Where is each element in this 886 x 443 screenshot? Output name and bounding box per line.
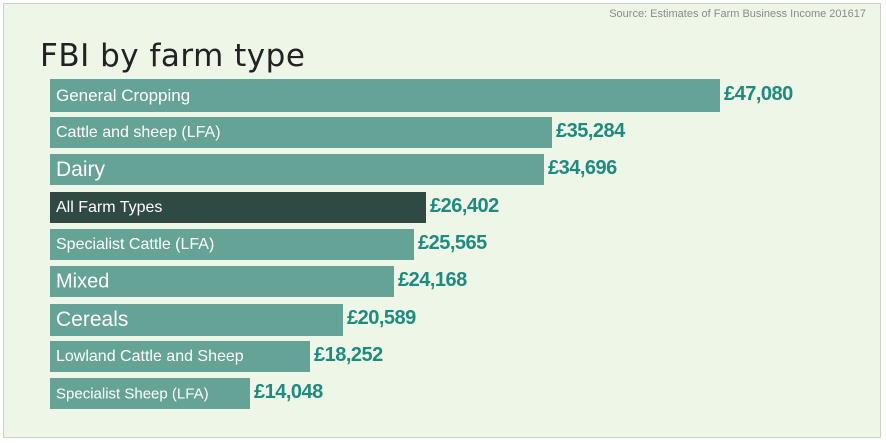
bar-8: Specialist Sheep (LFA) (50, 378, 250, 409)
bar-category-label: Cattle and sheep (LFA) (56, 123, 221, 141)
bar-value-label: £25,565 (418, 231, 487, 254)
bar-value-label: £24,168 (398, 268, 467, 291)
bar-category-label: All Farm Types (56, 198, 163, 216)
bar-2: Dairy (50, 154, 544, 185)
bar-value-label: £47,080 (724, 82, 793, 105)
bar-0: General Cropping (50, 79, 720, 112)
bar-5: Mixed (50, 266, 394, 297)
bar-3: All Farm Types (50, 192, 426, 223)
bar-category-label: Dairy (56, 157, 106, 181)
bar-value-label: £20,589 (347, 307, 416, 329)
bar-1: Cattle and sheep (LFA) (50, 117, 552, 148)
bar-value-label: £14,048 (254, 380, 323, 403)
bar-category-label: General Cropping (56, 85, 191, 105)
bar-category-label: Mixed (56, 270, 110, 292)
bar-4: Specialist Cattle (LFA) (50, 229, 414, 260)
bar-7: Lowland Cattle and Sheep (50, 341, 310, 372)
bar-value-label: £18,252 (314, 343, 383, 366)
chart-title: FBI by farm type (40, 38, 306, 74)
bar-6: Cereals (50, 304, 343, 336)
bar-category-label: Specialist Cattle (LFA) (56, 235, 215, 253)
bar-category-label: Lowland Cattle and Sheep (56, 347, 244, 365)
bar-value-label: £34,696 (548, 156, 617, 179)
bar-category-label: Specialist Sheep (LFA) (56, 385, 209, 402)
bar-value-label: £26,402 (430, 194, 499, 217)
bar-value-label: £35,284 (556, 119, 625, 142)
source-note: Source: Estimates of Farm Business Incom… (609, 8, 866, 20)
bar-category-label: Cereals (56, 308, 129, 331)
